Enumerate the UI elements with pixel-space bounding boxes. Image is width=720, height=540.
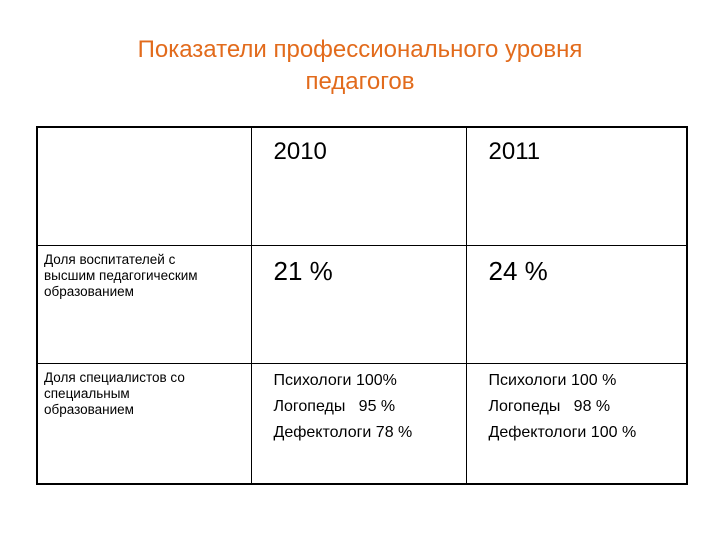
- row-label-cell: Доля специалистов со специальным образов…: [36, 362, 252, 485]
- specialist-line: Психологи 100 %: [488, 371, 617, 389]
- value-cell: Психологи 100 % Логопеды 98 % Дефектолог…: [465, 362, 688, 485]
- row-label-line: специальным: [44, 385, 130, 401]
- table-header-row: 2010 2011: [36, 126, 688, 246]
- header-empty-cell: [36, 126, 252, 246]
- row-label-line: образованием: [44, 401, 134, 417]
- page-title: Показатели профессионального уровня педа…: [0, 34, 720, 98]
- specialist-line: Логопеды 98 %: [488, 397, 611, 415]
- percent-value: 24 %: [488, 255, 548, 286]
- value-cell: 21 %: [250, 244, 467, 364]
- specialist-line: Дефектологи 100 %: [488, 423, 637, 441]
- table-row: Доля специалистов со специальным образов…: [36, 362, 688, 485]
- row-label-line: высшим педагогическим: [44, 267, 198, 283]
- title-line-2: педагогов: [305, 68, 415, 95]
- row-label: Доля специалистов со специальным образов…: [38, 364, 251, 418]
- row-label-cell: Доля воспитателей с высшим педагогически…: [36, 244, 252, 364]
- specialist-list: Психологи 100% Логопеды 95 % Дефектологи…: [252, 364, 466, 446]
- value-cell: 24 %: [465, 244, 688, 364]
- value-cell: Психологи 100% Логопеды 95 % Дефектологи…: [250, 362, 467, 485]
- specialist-line: Логопеды 95 %: [273, 397, 396, 415]
- specialist-line: Дефектологи 78 %: [273, 423, 413, 441]
- specialist-line: Психологи 100%: [273, 371, 397, 389]
- row-label-line: Доля воспитателей с: [44, 251, 176, 267]
- row-label-line: Доля специалистов со: [44, 369, 185, 385]
- title-line-1: Показатели профессионального уровня: [137, 36, 583, 63]
- row-label-line: образованием: [44, 283, 134, 299]
- table-row: Доля воспитателей с высшим педагогически…: [36, 244, 688, 364]
- header-year-2011: 2011: [465, 126, 688, 246]
- header-year-2010: 2010: [250, 126, 467, 246]
- indicators-table: 2010 2011 Доля воспитателей с высшим пед…: [36, 126, 688, 485]
- year-label: 2011: [488, 138, 541, 165]
- year-label: 2010: [273, 138, 327, 165]
- row-label: Доля воспитателей с высшим педагогически…: [38, 246, 251, 300]
- specialist-list: Психологи 100 % Логопеды 98 % Дефектолог…: [467, 364, 687, 446]
- percent-value: 21 %: [273, 255, 333, 286]
